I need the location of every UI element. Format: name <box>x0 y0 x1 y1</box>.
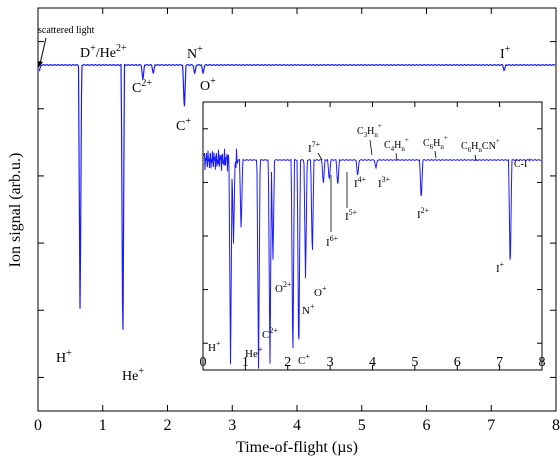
inset-annotation-Iplus: I+ <box>496 260 505 275</box>
inset-annotation-C3Hn: C3Hn+ <box>357 122 382 139</box>
arrow-C4Hn <box>395 152 398 161</box>
arrow-C6Hn <box>434 150 437 159</box>
annotation-scattered-light: scattered light <box>38 25 95 36</box>
x-axis-title: Time-of-flight (µs) <box>236 439 358 456</box>
main-x-tick-label: 2 <box>164 417 172 434</box>
inset-annotation-I2plus: I2+ <box>417 206 430 221</box>
y-axis-title: Ion signal (arb.u.) <box>7 153 24 268</box>
inset-annotation-Cplus: C+ <box>298 352 310 367</box>
arrow-C3Hn <box>369 139 373 156</box>
inset-x-tick-label: 4 <box>369 355 376 370</box>
main-annotations: scattered light D+/He2+ C2+ N+ O+ C+ I+ … <box>38 25 511 384</box>
annotation-Cplus: C+ <box>176 116 191 134</box>
main-series-line <box>38 63 556 330</box>
inset-annotation-Hplus: H+ <box>208 339 221 354</box>
inset-annotation-C6Hn: C6Hn+ <box>423 134 448 151</box>
inset-x-tick-label: 2 <box>284 355 291 370</box>
main-x-tick-labels: 0 1 2 3 4 5 6 7 8 <box>34 417 560 434</box>
inset-annotation-I3plus: I3+ <box>378 175 391 190</box>
inset-x-tick-label: 0 <box>200 355 207 370</box>
annotation-Nplus: N+ <box>187 44 203 62</box>
inset-annotation-I7plus: I7+ <box>308 140 321 155</box>
inset-x-tick-label: 6 <box>454 355 461 370</box>
main-x-tick-label: 4 <box>293 417 301 434</box>
arrow-I7plus <box>317 152 323 161</box>
annotation-C2plus: C2+ <box>132 78 152 96</box>
inset-axis-ticks <box>202 102 543 370</box>
inset-annotation-Nplus: N+ <box>302 302 315 317</box>
inset-x-tick-label: 3 <box>327 355 334 370</box>
annotation-Hplus: H+ <box>56 348 72 366</box>
scattered-light-arrowhead <box>38 61 43 68</box>
inset-annotation-I4plus: I4+ <box>354 175 367 190</box>
inset-x-tick-labels: 0 1 2 3 4 5 6 7 8 <box>200 355 546 370</box>
main-x-tick-label: 5 <box>358 417 366 434</box>
inset-x-tick-label: 5 <box>411 355 418 370</box>
main-x-tick-label: 6 <box>423 417 431 434</box>
main-x-tick-label: 0 <box>34 417 42 434</box>
inset-annotation-CIplus: C-I+ <box>514 156 531 170</box>
annotation-Iplus: I+ <box>500 44 511 62</box>
inset-annotation-C2plus: C2+ <box>262 326 278 341</box>
inset-series-line <box>203 148 542 369</box>
inset-annotation-I6plus: I6+ <box>326 234 339 249</box>
inset-annotations: H+ He+ C2+ O2+ C+ N+ O+ I7+ I6+ I5+ I4+ … <box>208 122 531 367</box>
annotation-D-He: D+/He2+ <box>80 43 127 61</box>
inset-annotation-C6HnCN: C6HnCN+ <box>461 137 500 154</box>
inset-plot: 0 1 2 3 4 5 6 7 8 H+ He+ C2+ O2+ C+ N+ O+ I7+ I6… <box>200 101 546 371</box>
inset-annotation-O2plus: O2+ <box>275 280 292 295</box>
inset-annotation-I5plus: I5+ <box>345 208 358 223</box>
arrow-C6HnCN <box>474 154 477 162</box>
inset-annotation-Oplus: O+ <box>314 284 327 299</box>
inset-annotation-Heplus: He+ <box>245 345 263 360</box>
main-x-tick-label: 8 <box>552 417 560 434</box>
main-x-tick-label: 3 <box>228 417 236 434</box>
annotation-Heplus: He+ <box>122 366 144 384</box>
main-x-tick-label: 1 <box>99 417 107 434</box>
inset-x-tick-label: 8 <box>539 355 546 370</box>
inset-annotation-C4Hn: C4Hn+ <box>384 136 409 153</box>
inset-x-tick-label: 7 <box>496 355 503 370</box>
main-axis-ticks <box>37 8 557 411</box>
inset-x-tick-label: 1 <box>242 355 249 370</box>
main-x-tick-label: 7 <box>487 417 495 434</box>
scattered-light-arrow <box>39 37 47 65</box>
annotation-Oplus: O+ <box>200 76 216 94</box>
